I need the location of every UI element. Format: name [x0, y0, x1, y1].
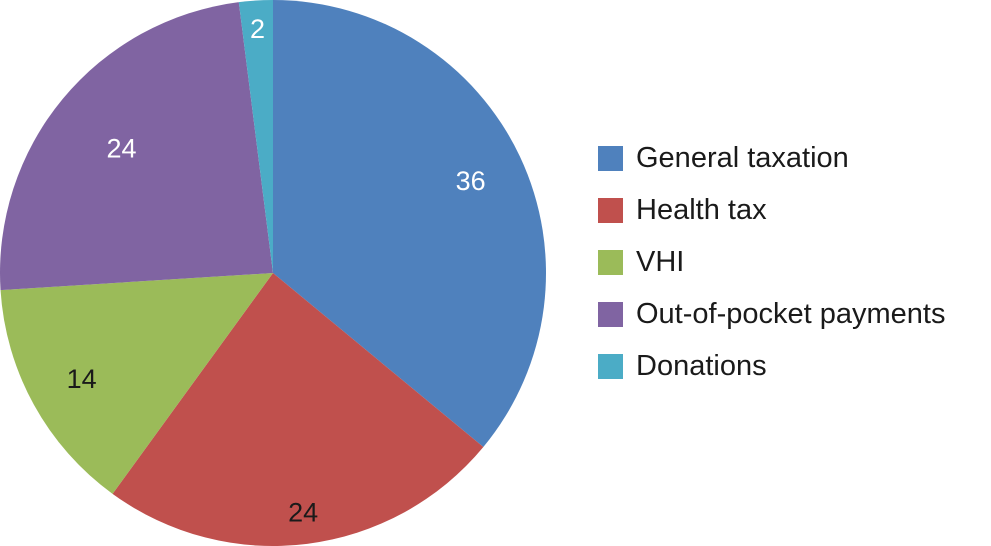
slice-value-label: 24 [288, 497, 318, 527]
legend-label: General taxation [636, 141, 849, 174]
pie-slice-out-of-pocket [0, 2, 273, 291]
pie-slice-general-taxation [273, 0, 546, 448]
legend-swatch [598, 353, 623, 379]
legend-swatch [598, 249, 623, 275]
slice-value-label: 24 [107, 134, 137, 164]
pie-chart: 36 24 14 24 2 [0, 0, 546, 546]
slice-value-label: 36 [456, 166, 486, 196]
legend-item-donations: Donations [598, 340, 945, 392]
legend-label: VHI [636, 245, 685, 278]
slice-value-label: 2 [250, 14, 265, 44]
chart-legend: General taxation Health tax VHI Out-of-p… [598, 132, 945, 392]
legend-item-health-tax: Health tax [598, 184, 945, 236]
legend-item-out-of-pocket: Out-of-pocket payments [598, 288, 945, 340]
legend-swatch [598, 145, 623, 171]
legend-swatch [598, 301, 623, 327]
pie-slice-health-tax [112, 273, 484, 546]
legend-item-vhi: VHI [598, 236, 945, 288]
legend-label: Donations [636, 349, 767, 382]
legend-label: Out-of-pocket payments [636, 297, 946, 330]
pie-slice-donations [238, 0, 273, 273]
legend-swatch [598, 197, 623, 223]
legend-item-general-taxation: General taxation [598, 132, 945, 184]
slice-value-label: 14 [67, 364, 97, 394]
legend-label: Health tax [636, 193, 767, 226]
pie-slice-vhi [0, 273, 274, 494]
